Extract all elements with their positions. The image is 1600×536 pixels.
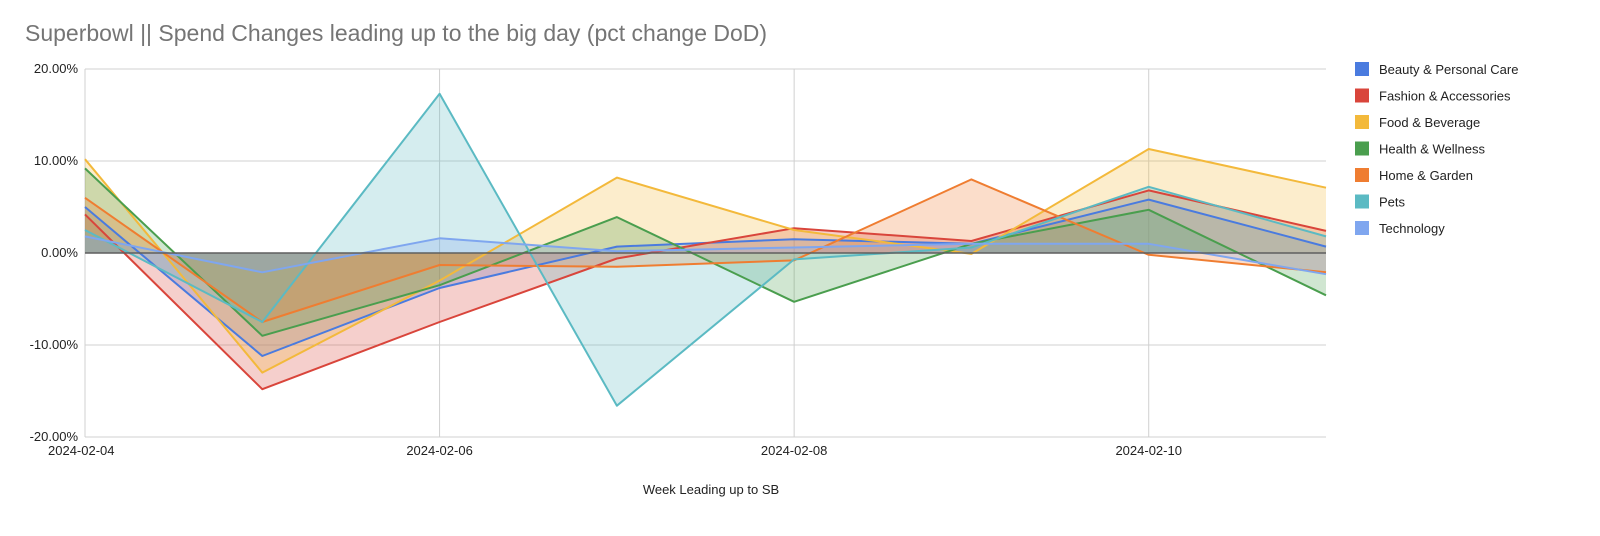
- data-point: [1147, 148, 1150, 151]
- data-point: [1325, 273, 1328, 276]
- data-point: [1147, 208, 1150, 211]
- data-point: [970, 240, 973, 243]
- data-point: [970, 242, 973, 245]
- data-point: [261, 271, 264, 274]
- data-point: [261, 334, 264, 337]
- series-area: [85, 236, 1326, 275]
- data-point: [615, 245, 618, 248]
- data-point: [84, 235, 87, 238]
- legend-swatch: [1355, 141, 1369, 156]
- data-point: [261, 355, 264, 358]
- data-point: [1147, 242, 1150, 245]
- x-axis-ticks: 2024-02-04 2024-02-06 2024-02-08 2024-02-10: [48, 443, 1182, 458]
- series-area: [85, 93, 1326, 406]
- data-point: [438, 237, 441, 240]
- data-point: [1325, 186, 1328, 189]
- data-point: [84, 167, 87, 170]
- data-point: [970, 178, 973, 181]
- data-point: [84, 213, 87, 216]
- legend-item[interactable]: Home & Garden: [1355, 168, 1473, 183]
- legend[interactable]: Beauty & Personal Care Fashion & Accessor…: [1355, 62, 1518, 236]
- legend-item[interactable]: Food & Beverage: [1355, 115, 1480, 130]
- data-point: [793, 229, 796, 232]
- data-point: [615, 216, 618, 219]
- y-tick-label: -10.00%: [30, 337, 79, 352]
- series-lines: [84, 92, 1328, 407]
- y-tick-label: 20.00%: [34, 61, 79, 76]
- data-point: [1147, 189, 1150, 192]
- data-point: [970, 246, 973, 249]
- legend-item[interactable]: Pets: [1355, 194, 1406, 210]
- x-tick-label: 2024-02-06: [406, 443, 473, 458]
- series-area: [85, 168, 1326, 336]
- data-point: [438, 279, 441, 282]
- data-point: [793, 238, 796, 241]
- legend-label: Home & Garden: [1379, 168, 1473, 183]
- legend-item[interactable]: Health & Wellness: [1355, 141, 1485, 157]
- series-line: [84, 148, 1327, 374]
- data-point: [615, 176, 618, 179]
- series-line: [84, 235, 1327, 276]
- data-point: [438, 92, 441, 95]
- data-point: [84, 196, 87, 199]
- x-tick-label: 2024-02-04: [48, 443, 115, 458]
- data-point: [1147, 185, 1150, 188]
- data-point: [1325, 245, 1328, 248]
- data-point: [615, 404, 618, 407]
- data-point: [438, 287, 441, 290]
- series-areas: [85, 93, 1326, 406]
- data-point: [438, 284, 441, 287]
- y-axis-ticks: 20.00% 10.00% 0.00% -10.00% -20.00%: [30, 61, 79, 444]
- legend-swatch: [1355, 88, 1369, 103]
- data-point: [438, 264, 441, 267]
- data-point: [793, 300, 796, 303]
- series-area: [85, 179, 1326, 322]
- legend-item[interactable]: Fashion & Accessories: [1355, 88, 1511, 104]
- data-point: [1325, 235, 1328, 238]
- y-tick-label: -20.00%: [30, 429, 79, 444]
- chart-title: Superbowl || Spend Changes leading up to…: [25, 20, 767, 46]
- legend-label: Pets: [1379, 195, 1406, 210]
- legend-label: Beauty & Personal Care: [1379, 62, 1518, 77]
- legend-label: Health & Wellness: [1379, 142, 1485, 157]
- series-area: [85, 149, 1326, 373]
- series-line: [84, 92, 1327, 407]
- legend-swatch: [1355, 194, 1369, 209]
- legend-swatch: [1355, 221, 1369, 235]
- data-point: [261, 371, 264, 374]
- y-tick-label: 10.00%: [34, 153, 79, 168]
- x-axis-title: Week Leading up to SB: [643, 482, 779, 497]
- data-point: [261, 388, 264, 391]
- series-line: [84, 189, 1327, 391]
- data-point: [1325, 229, 1328, 232]
- legend-item[interactable]: Technology: [1355, 221, 1445, 236]
- series-line: [84, 178, 1327, 323]
- data-point: [615, 257, 618, 260]
- series-line: [84, 167, 1327, 337]
- data-point: [261, 321, 264, 324]
- x-tick-label: 2024-02-10: [1115, 443, 1182, 458]
- legend-label: Technology: [1379, 221, 1445, 236]
- data-point: [84, 229, 87, 232]
- data-point: [84, 158, 87, 161]
- data-point: [1325, 294, 1328, 297]
- y-tick-label: 0.00%: [41, 245, 78, 260]
- legend-item[interactable]: Beauty & Personal Care: [1355, 62, 1518, 77]
- series-area: [85, 199, 1326, 356]
- legend-label: Food & Beverage: [1379, 115, 1480, 130]
- legend-swatch: [1355, 168, 1369, 182]
- legend-swatch: [1355, 62, 1369, 76]
- legend-swatch: [1355, 115, 1369, 129]
- data-point: [1147, 198, 1150, 201]
- legend-label: Fashion & Accessories: [1379, 89, 1511, 104]
- data-point: [84, 206, 87, 209]
- data-point: [793, 246, 796, 249]
- x-tick-label: 2024-02-08: [761, 443, 828, 458]
- data-point: [793, 258, 796, 261]
- series-area: [85, 190, 1326, 390]
- data-point: [615, 265, 618, 268]
- data-point: [438, 321, 441, 324]
